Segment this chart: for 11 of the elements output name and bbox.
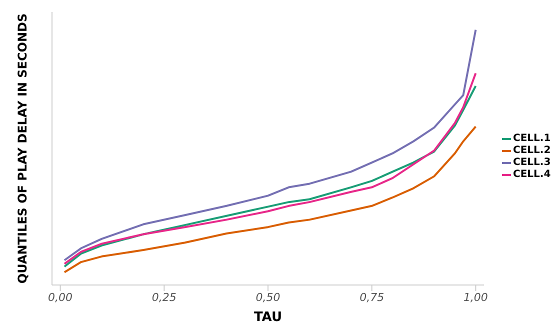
legend-label: CELL.3 bbox=[513, 157, 551, 169]
x-tick-label: 0,00 bbox=[48, 290, 73, 304]
x-tick-label: 0,25 bbox=[152, 290, 176, 304]
y-axis-title: QUANTILES OF PLAY DELAY IN SECONDS bbox=[15, 13, 30, 284]
legend-label: CELL.2 bbox=[513, 145, 551, 157]
legend-label: CELL.4 bbox=[513, 169, 551, 181]
legend-label: CELL.1 bbox=[513, 133, 551, 145]
x-tick-label: 0,75 bbox=[360, 290, 384, 304]
x-tick-label: 1,00 bbox=[463, 290, 488, 304]
x-tick-label: 0,50 bbox=[256, 290, 280, 304]
x-axis-title: TAU bbox=[254, 310, 282, 325]
